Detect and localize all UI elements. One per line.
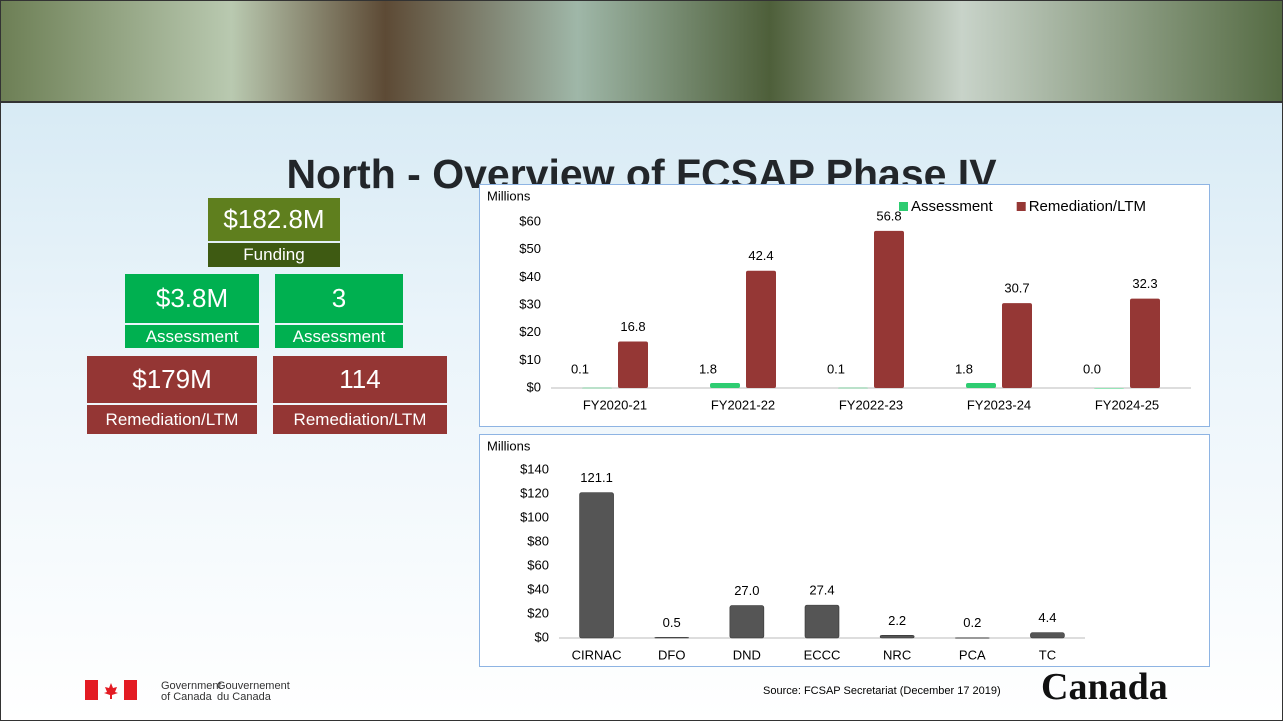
gov-en-line: Government [161, 680, 222, 692]
y-tick-label: $100 [520, 509, 549, 524]
value-label: 4.4 [1038, 610, 1056, 625]
value-label: 121.1 [580, 470, 613, 485]
bar [966, 383, 996, 388]
value-label: 16.8 [620, 319, 645, 334]
y-axis-title: Millions [487, 188, 531, 203]
bar [618, 341, 648, 388]
value-label: 30.7 [1004, 281, 1029, 296]
value-label: 2.2 [888, 613, 906, 628]
chart-department: Millions $0 $20 $40 $60 $80 $100 $120 $140 CIRNAC… [479, 434, 1210, 667]
x-tick-label: FY2021-22 [711, 397, 775, 412]
y-tick-label: $30 [519, 296, 541, 311]
x-tick-label: FY2020-21 [583, 397, 647, 412]
source-note: Source: FCSAP Secretariat (December 17 2… [763, 685, 1001, 697]
y-tick-label: $0 [527, 379, 541, 394]
value-label: 27.0 [734, 583, 759, 598]
value-label: 1.8 [699, 361, 717, 376]
x-tick-label: ECCC [804, 647, 841, 662]
bar [874, 230, 904, 388]
x-tick-label: TC [1039, 647, 1056, 662]
value-label: 0.2 [963, 615, 981, 630]
value-label: 27.4 [809, 583, 834, 598]
bar [838, 387, 868, 389]
bar [710, 383, 740, 388]
bar [729, 605, 765, 639]
x-tick-label: FY2022-23 [839, 397, 903, 412]
gov-en-line: of Canada [161, 691, 212, 703]
assessment-count-label: Assessment [275, 325, 403, 348]
y-tick-label: $50 [519, 241, 541, 256]
remediation-count: 114 [273, 356, 447, 403]
y-tick-label: $60 [519, 213, 541, 228]
bar [579, 492, 614, 639]
assessment-amount-label: Assessment [125, 325, 259, 348]
value-label: 42.4 [748, 248, 773, 263]
y-tick-label: $40 [527, 581, 549, 596]
legend-swatch [1016, 202, 1026, 211]
remediation-count-label: Remediation/LTM [273, 405, 447, 434]
y-tick-label: $120 [520, 485, 549, 500]
x-tick-label: NRC [883, 647, 911, 662]
y-tick-label: $80 [527, 533, 549, 548]
bar [1030, 632, 1065, 639]
remediation-amount: $179M [87, 356, 257, 403]
y-tick-label: $10 [519, 352, 541, 367]
canada-wordmark: Canada [1041, 666, 1168, 708]
bar [804, 604, 840, 639]
y-tick-label: $60 [527, 557, 549, 572]
y-tick-label: $0 [535, 629, 549, 644]
x-tick-label: FY2024-25 [1095, 397, 1159, 412]
x-tick-label: DND [733, 647, 761, 662]
legend-swatch [899, 202, 908, 211]
canada-flag [85, 680, 137, 700]
assessment-amount: $3.8M [125, 274, 259, 323]
y-tick-label: $40 [519, 269, 541, 284]
bar [954, 637, 990, 639]
value-label: 1.8 [955, 361, 973, 376]
bar [746, 270, 776, 388]
x-tick-label: PCA [959, 647, 986, 662]
gov-fr: Gouvernement du Canada [217, 681, 290, 703]
legend-label: Assessment [911, 198, 994, 215]
bar [879, 635, 915, 639]
chart-frame [479, 184, 1210, 427]
y-tick-label: $20 [527, 605, 549, 620]
bar [1094, 388, 1124, 389]
bar [1130, 298, 1160, 388]
gov-fr-line: du Canada [217, 691, 271, 703]
y-axis-title: Millions [487, 438, 531, 453]
legend-label: Remediation/LTM [1029, 198, 1146, 215]
bar [1002, 303, 1032, 388]
y-tick-label: $20 [519, 324, 541, 339]
funding-label: Funding [208, 243, 340, 267]
banner-image [1, 1, 1282, 103]
bar [654, 637, 690, 639]
x-tick-label: CIRNAC [572, 647, 622, 662]
bar [582, 387, 612, 389]
value-label: 0.0 [1083, 361, 1101, 376]
value-label: 0.5 [663, 615, 681, 630]
gov-en: Government of Canada [161, 681, 222, 703]
value-label: 0.1 [827, 361, 845, 376]
value-label: 56.8 [876, 208, 901, 223]
x-tick-label: FY2023-24 [967, 397, 1031, 412]
y-tick-label: $140 [520, 461, 549, 476]
remediation-amount-label: Remediation/LTM [87, 405, 257, 434]
x-tick-label: DFO [658, 647, 685, 662]
gov-fr-line: Gouvernement [217, 680, 290, 692]
assessment-count: 3 [275, 274, 403, 323]
value-label: 32.3 [1132, 276, 1157, 291]
funding-value: $182.8M [208, 198, 340, 241]
value-label: 0.1 [571, 361, 589, 376]
chart-fiscal-year: Millions $0 $10 $20 $30 $40 $50 $60 FY2020-21 0.1… [479, 184, 1210, 427]
